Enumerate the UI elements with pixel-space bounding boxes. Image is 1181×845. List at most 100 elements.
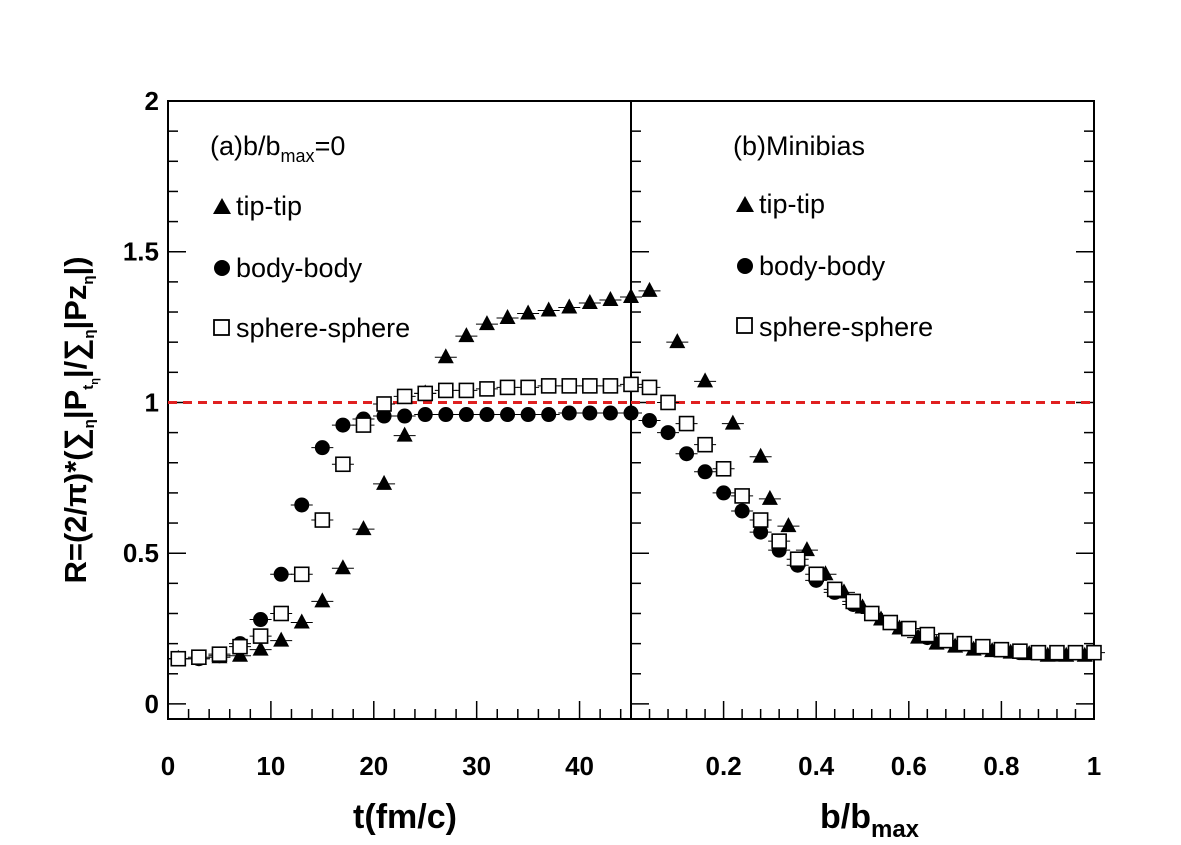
point-body-body xyxy=(623,405,639,421)
point-sphere-sphere xyxy=(1049,644,1065,661)
point-body-body xyxy=(679,446,695,462)
point-body-body xyxy=(734,503,750,519)
point-sphere-sphere xyxy=(826,581,843,598)
point-sphere-sphere xyxy=(1030,644,1047,661)
y-tick-label: 0 xyxy=(145,689,159,719)
point-sphere-sphere xyxy=(771,533,787,549)
point-tip-tip xyxy=(540,301,557,317)
panel-a-label: (a)b/bmax=0 xyxy=(210,131,345,166)
point-body-body xyxy=(253,612,269,628)
point-tip-tip xyxy=(697,372,714,388)
panel-b-frame xyxy=(630,100,1095,720)
point-body-body xyxy=(438,407,454,423)
point-sphere-sphere xyxy=(273,605,289,622)
point-body-body xyxy=(397,408,413,424)
point-sphere-sphere xyxy=(582,378,598,394)
y-axis-title-text: R=(2/π)*(∑η|Ptη|/∑η|Pzη|) xyxy=(58,256,101,583)
point-body-body xyxy=(479,407,495,423)
point-sphere-sphere xyxy=(641,379,658,396)
legend-label-tip-tip: tip-tip xyxy=(759,189,825,219)
point-body-body xyxy=(541,407,557,423)
point-sphere-sphere xyxy=(715,460,732,477)
legend-marker-tip-tip xyxy=(213,198,231,214)
point-tip-tip xyxy=(724,414,741,430)
point-sphere-sphere xyxy=(417,385,434,402)
point-sphere-sphere xyxy=(808,566,825,583)
point-tip-tip xyxy=(623,287,639,303)
x-tick-label: 0 xyxy=(161,751,175,781)
point-tip-tip xyxy=(396,426,413,442)
legend-marker-sphere-sphere xyxy=(213,319,230,336)
point-body-body xyxy=(458,407,474,423)
point-sphere-sphere xyxy=(540,378,557,394)
point-sphere-sphere xyxy=(561,378,578,394)
point-body-body xyxy=(697,464,713,480)
point-tip-tip xyxy=(761,489,778,505)
point-sphere-sphere xyxy=(919,626,936,643)
point-body-body xyxy=(500,407,516,423)
ticks-layer xyxy=(167,100,1095,719)
point-tip-tip xyxy=(752,447,769,463)
point-sphere-sphere xyxy=(520,379,536,396)
point-tip-tip xyxy=(602,290,619,306)
x-tick-label: 20 xyxy=(359,751,388,781)
point-tip-tip xyxy=(376,474,393,490)
point-sphere-sphere xyxy=(956,635,973,652)
point-tip-tip xyxy=(437,348,454,364)
point-sphere-sphere xyxy=(734,488,750,504)
point-tip-tip xyxy=(314,592,331,608)
point-tip-tip xyxy=(334,559,351,575)
point-sphere-sphere xyxy=(789,551,806,568)
legend-label-tip-tip: tip-tip xyxy=(236,191,302,221)
point-tip-tip xyxy=(520,304,537,320)
point-sphere-sphere xyxy=(335,456,351,473)
point-tip-tip xyxy=(780,517,797,533)
point-sphere-sphere xyxy=(602,378,619,394)
point-sphere-sphere xyxy=(623,376,639,393)
point-sphere-sphere xyxy=(845,593,862,610)
tick-labels: 0 10 20 30 40 0 0.5 1 1.5 2 0.2 0.4 0.6 0.8 1 xyxy=(123,86,1101,781)
point-sphere-sphere xyxy=(752,512,769,528)
legend-label-sphere-sphere: sphere-sphere xyxy=(759,312,933,342)
point-tip-tip xyxy=(458,327,475,343)
legend-marker-body-body xyxy=(214,260,230,276)
point-sphere-sphere xyxy=(211,646,228,662)
legend-label-body-body: body-body xyxy=(236,253,363,283)
point-sphere-sphere xyxy=(232,638,248,655)
point-tip-tip xyxy=(561,298,578,314)
point-tip-tip xyxy=(669,333,686,349)
point-body-body xyxy=(314,440,330,456)
x-axis-title-b: b/bmax xyxy=(820,798,920,840)
point-sphere-sphere xyxy=(660,394,676,411)
point-tip-tip xyxy=(581,293,598,309)
x-tick-label: 0.4 xyxy=(798,751,835,781)
point-body-body xyxy=(753,524,769,540)
point-body-body xyxy=(520,407,536,423)
point-body-body xyxy=(376,408,392,424)
x-tick-label: 0.8 xyxy=(983,751,1019,781)
point-body-body xyxy=(642,413,658,429)
point-body-body xyxy=(582,405,598,421)
point-sphere-sphere xyxy=(993,641,1010,658)
legend-panel-b: tip-tip body-body sphere-sphere xyxy=(736,189,933,342)
point-body-body xyxy=(335,417,351,433)
point-sphere-sphere xyxy=(293,566,310,583)
point-body-body xyxy=(716,485,732,501)
data-marks xyxy=(167,281,1105,667)
point-sphere-sphere xyxy=(975,638,991,655)
x-tick-label: 40 xyxy=(565,751,594,781)
point-sphere-sphere xyxy=(355,417,372,433)
x-tick-label: 10 xyxy=(256,751,285,781)
point-sphere-sphere xyxy=(376,396,392,412)
point-body-body xyxy=(417,407,433,423)
point-sphere-sphere xyxy=(479,381,495,397)
legend-panel-a: tip-tip body-body sphere-sphere xyxy=(213,191,410,343)
point-body-body xyxy=(660,425,676,441)
point-sphere-sphere xyxy=(170,650,187,667)
point-sphere-sphere xyxy=(437,382,454,399)
point-sphere-sphere xyxy=(863,605,880,622)
x-axis-title-a: t(fm/c) xyxy=(353,798,457,836)
y-axis-title: R=(2/π)*(∑η|Ptη|/∑η|Pzη|) xyxy=(58,256,101,583)
